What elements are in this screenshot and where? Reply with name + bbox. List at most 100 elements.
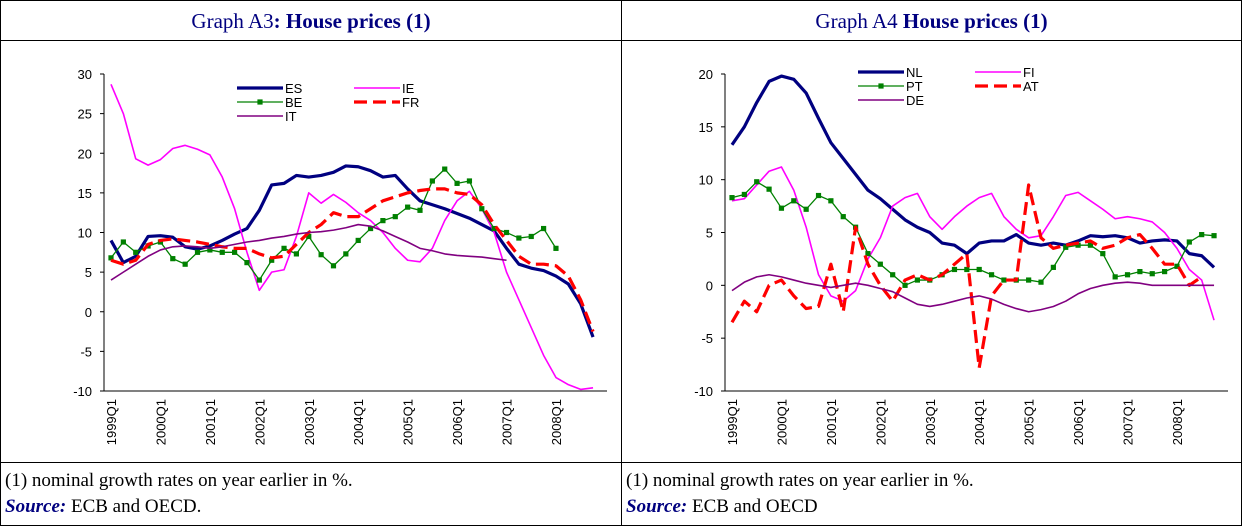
series-line [730,183,1203,370]
series-marker [877,261,883,267]
series-marker [108,255,114,261]
panel-header: Graph A3: House prices (1) [0,0,622,41]
series-marker [1100,251,1106,257]
series-marker [1026,277,1032,283]
series-marker [367,225,374,232]
series-marker [1038,279,1044,285]
title-prefix: Graph A3 [191,9,274,33]
y-tick-label: 25 [78,107,92,122]
x-tick-label: 2003Q1 [302,399,317,445]
x-tick-label: 2000Q1 [774,399,789,445]
x-tick-label: 2006Q1 [450,399,465,445]
series-marker [120,239,126,245]
source-label: Source: [5,496,67,517]
series-marker [429,178,435,184]
series-marker [778,205,785,211]
series-marker [988,272,995,278]
series-marker [479,206,485,212]
series-marker [207,247,213,253]
x-tick-label: 2001Q1 [824,399,839,445]
x-tick-label: 2007Q1 [500,399,515,445]
series-marker [170,256,176,262]
source: Source: ECB and OECD. [5,494,622,520]
series-marker [828,198,834,204]
series-marker [306,233,312,240]
x-tick-label: 1999Q1 [104,399,119,445]
legend-label: DE [906,93,924,108]
series-marker [1211,233,1217,239]
series-marker [803,206,809,212]
series-marker [1001,277,1007,283]
series-marker [553,245,559,251]
series-marker [754,179,760,185]
note: (1) nominal growth rates on year earlier… [626,470,974,491]
title: House prices (1) [902,9,1048,33]
series-line [731,273,1215,313]
y-tick-label: 5 [85,265,92,280]
series-marker [951,266,958,273]
series-marker [1087,242,1094,248]
chart-cell: -10 -5 0 5 10 15 20 1999Q1 2000Q1 2001Q1 2002Q1 200… [621,40,1242,463]
y-tick-label: 10 [78,226,92,241]
x-tick-label: 2008Q1 [549,399,564,445]
series-line [110,83,594,391]
y-tick-label: -5 [701,331,713,346]
series-marker [1162,268,1168,275]
source: Source: ECB and OECD [626,494,1241,520]
series-marker [1075,242,1081,248]
legend-label: PT [906,79,923,94]
series-marker [293,251,299,257]
y-tick-label: 10 [699,173,713,188]
series-marker [1149,271,1155,277]
x-tick-label: 1999Q1 [725,399,740,445]
y-tick-label: 30 [78,67,92,82]
series-marker [1124,272,1131,278]
x-tick-label: 2004Q1 [972,399,987,445]
x-tick-label: 2005Q1 [401,399,416,445]
title: : House prices (1) [273,9,431,33]
series-line [730,74,1216,269]
series-marker [1199,232,1205,238]
y-tick-label: -10 [73,384,92,399]
note: (1) nominal growth rates on year earlier… [5,470,353,491]
series-marker [766,186,772,192]
series-marker [355,237,361,244]
legend-label: IE [402,81,415,96]
x-tick-label: 2004Q1 [351,399,366,445]
series-marker [791,198,797,204]
series-marker [281,245,287,251]
series-marker [491,225,497,232]
series-marker [1186,239,1192,245]
series-marker [466,178,473,184]
y-tick-label: 5 [706,226,713,241]
source-label: Source: [626,496,688,517]
series-line [109,164,595,338]
series-marker [840,214,846,220]
series-marker [454,180,460,186]
series-marker [256,277,262,283]
series-marker [541,225,547,232]
chart: -10 -5 0 5 10 15 20 25 30 1999Q1 2000Q1 2001Q1 2002Q… [73,67,607,445]
series-marker [232,249,238,255]
series-marker [914,277,920,283]
panel-header: Graph A4 House prices (1) [621,0,1242,41]
x-tick-label: 2001Q1 [203,399,218,445]
series-marker [182,261,188,267]
legend-label: IT [285,109,297,124]
x-tick-label: 2002Q1 [873,399,888,445]
series-marker [392,214,398,220]
legend-label: FI [1023,65,1035,80]
panel-footer: (1) nominal growth rates on year earlier… [0,462,622,526]
chart-cell: -10 -5 0 5 10 15 20 25 30 1999Q1 2000Q1 2001Q1 2002Q… [0,40,622,463]
series-marker [417,207,423,213]
chart: -10 -5 0 5 10 15 20 1999Q1 2000Q1 2001Q1 2002Q1 200… [694,65,1228,445]
series-marker [380,218,386,224]
legend-label: FR [402,95,419,110]
y-tick-label: 15 [78,186,92,201]
series-marker [330,263,337,269]
series-marker [442,166,448,172]
series-line [731,166,1215,321]
x-tick-label: 2007Q1 [1121,399,1136,445]
series-marker [318,252,324,258]
y-tick-label: 0 [706,278,713,293]
